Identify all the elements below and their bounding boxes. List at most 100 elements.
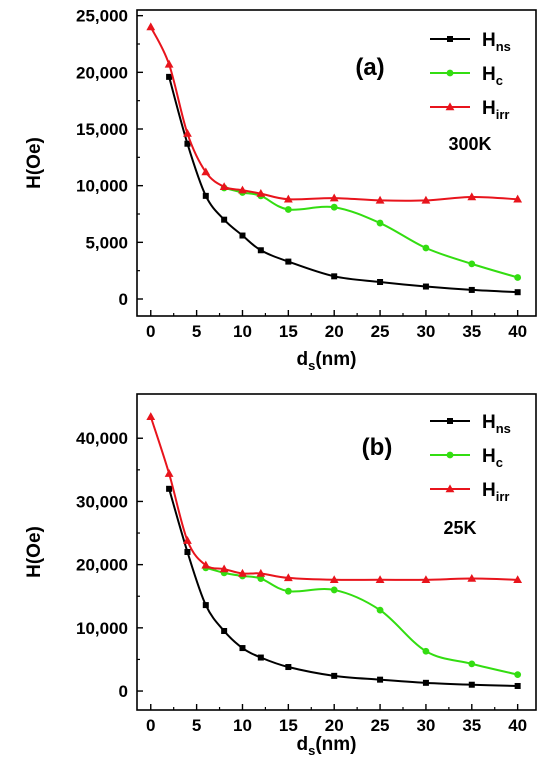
data-point-ns [514, 289, 521, 296]
legend-marker-ns [447, 418, 453, 424]
x-tick-label: 30 [416, 322, 435, 341]
y-tick-label: 0 [119, 682, 128, 701]
data-point-ns [166, 73, 173, 80]
data-point-c [284, 206, 292, 213]
data-point-irr [183, 128, 192, 137]
series-c [220, 184, 522, 281]
x-axis-title: ds(nm) [297, 349, 357, 373]
x-tick-label: 15 [279, 716, 298, 735]
chart-panel-a: 0 5 10 15 20 25 30 35 40 0 5,000 10,000 15,000 20,000… [24, 7, 537, 373]
y-tick-label: 0 [119, 290, 128, 309]
y-tick-label: 10,000 [76, 177, 128, 196]
data-point-c [514, 671, 522, 679]
data-point-c [330, 586, 338, 594]
data-point-c [468, 660, 476, 668]
x-tick-label: 35 [462, 716, 481, 735]
data-point-ns [514, 682, 521, 689]
plot-frame [136, 9, 537, 317]
y-tick-label: 40,000 [76, 429, 128, 448]
data-point-irr [467, 192, 477, 201]
series-irr [146, 22, 523, 204]
y-tick-label: 20,000 [76, 63, 128, 82]
data-point-irr [329, 575, 339, 584]
y-tick-label: 10,000 [76, 619, 128, 638]
data-point-irr [375, 575, 385, 584]
chart-panel-b: 0 5 10 15 20 25 30 35 40 0 10,000 20,000 30,000 40,00… [24, 393, 537, 758]
legend-label-irr: Hirr [482, 98, 509, 122]
data-point-c [257, 575, 265, 582]
y-tick-label: 15,000 [76, 120, 128, 139]
data-point-irr [201, 167, 211, 176]
data-point-ns [239, 645, 246, 652]
data-point-ns [184, 549, 191, 555]
x-tick-label: 30 [416, 716, 435, 735]
data-point-ns [377, 676, 384, 683]
data-point-ns [422, 679, 429, 686]
data-point-irr [238, 568, 247, 577]
x-tick-label: 20 [325, 322, 344, 341]
legend-label-ns: Hns [482, 412, 511, 436]
legend: Hns Hc Hirr [430, 30, 511, 122]
x-axis-title: ds(nm) [297, 734, 357, 758]
data-point-irr [219, 564, 229, 573]
series-line-irr [149, 416, 518, 581]
data-point-c [514, 274, 522, 281]
x-tick-label: 25 [371, 716, 390, 735]
legend-marker-c [446, 451, 454, 459]
series-line-c [205, 566, 518, 676]
data-point-irr [146, 412, 156, 420]
x-tick-label: 10 [233, 716, 252, 735]
data-point-irr [256, 568, 266, 577]
y-axis-title: H(Oe) [24, 137, 45, 189]
data-point-c [284, 587, 292, 595]
y-tick-label: 30,000 [76, 492, 128, 511]
data-point-ns [257, 654, 264, 661]
panel-label: (a) [355, 54, 384, 81]
data-point-ns [221, 628, 228, 634]
legend-marker-irr [445, 102, 455, 111]
data-point-c [376, 219, 384, 227]
y-tick-label: 5,000 [85, 233, 128, 252]
data-point-irr [164, 59, 174, 68]
data-point-ns [377, 279, 384, 285]
data-point-irr [513, 194, 523, 203]
data-point-irr [183, 536, 192, 544]
data-point-ns [221, 216, 228, 223]
data-point-irr [513, 575, 523, 584]
legend-marker-ns [447, 36, 453, 42]
x-tick-label: 10 [233, 322, 252, 341]
x-tick-label: 40 [508, 322, 527, 341]
x-tick-label: 0 [146, 716, 155, 735]
data-point-irr [329, 193, 339, 202]
data-point-irr [467, 573, 477, 582]
plot-frame [136, 393, 537, 711]
x-tick-label: 35 [462, 322, 481, 341]
data-point-irr [283, 573, 293, 582]
series-irr [146, 412, 523, 584]
data-point-c [422, 647, 430, 655]
data-point-irr [256, 189, 266, 197]
data-point-irr [375, 195, 385, 204]
legend-label-irr: Hirr [482, 480, 509, 504]
series-ns [166, 485, 521, 689]
data-point-ns [468, 286, 475, 293]
data-point-irr [146, 22, 156, 31]
data-point-irr [283, 194, 293, 203]
temperature-label: 25K [443, 518, 476, 538]
data-point-ns [166, 485, 173, 492]
legend-marker-c [446, 69, 454, 77]
y-tick-label: 20,000 [76, 556, 128, 575]
data-point-ns [202, 192, 209, 199]
data-point-ns [285, 664, 292, 671]
data-point-c [376, 606, 384, 614]
data-point-irr [238, 185, 247, 194]
data-point-ns [285, 258, 292, 265]
data-point-ns [257, 247, 264, 254]
data-point-ns [202, 602, 209, 609]
y-axis-title: H(Oe) [24, 526, 45, 578]
temperature-label: 300K [448, 134, 491, 154]
legend-label-c: Hc [482, 64, 503, 88]
x-tick-label: 5 [192, 322, 201, 341]
y-tick-label: 25,000 [76, 7, 128, 26]
